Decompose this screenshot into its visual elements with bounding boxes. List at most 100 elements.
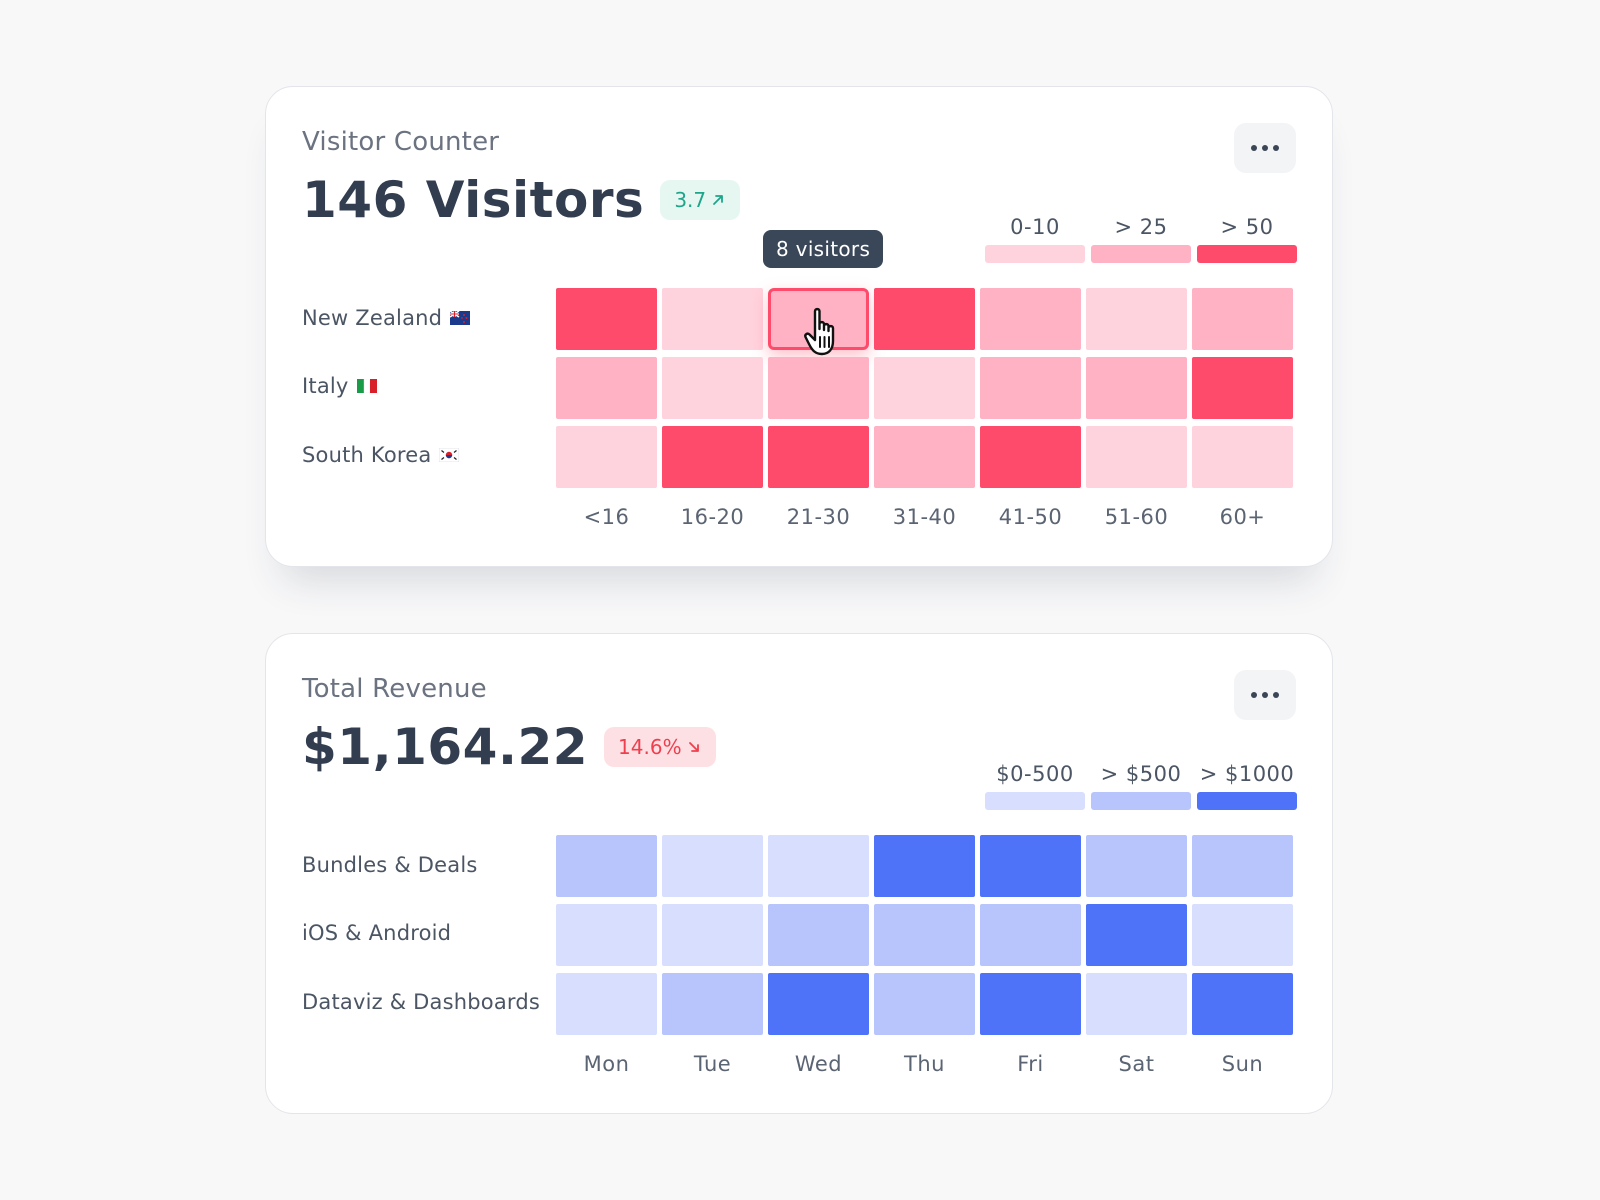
revenue-change-value: 14.6%	[618, 735, 682, 759]
heatmap-cell[interactable]	[874, 288, 975, 350]
heatmap-cell[interactable]	[1086, 288, 1187, 350]
x-tick-label: Tue	[693, 1052, 732, 1076]
legend-label: > $1000	[1199, 762, 1295, 786]
more-dots-icon	[1251, 145, 1279, 151]
heatmap-cell[interactable]	[556, 426, 657, 488]
heatmap-cell[interactable]	[874, 835, 975, 897]
x-tick-label: 31-40	[892, 505, 957, 529]
visitor-more-button[interactable]	[1234, 123, 1296, 173]
heatmap-cell[interactable]	[662, 904, 763, 966]
south-korea-flag-icon	[439, 448, 460, 462]
row-label-text: Bundles & Deals	[302, 853, 478, 877]
visitor-change-badge: 3.7	[660, 180, 741, 220]
heatmap-cell[interactable]	[556, 835, 657, 897]
legend-swatch	[1091, 792, 1191, 810]
heatmap-cell[interactable]	[556, 288, 657, 350]
heatmap-cell[interactable]	[768, 904, 869, 966]
visitor-counter-title: Visitor Counter	[302, 127, 500, 157]
heatmap-cell[interactable]	[662, 835, 763, 897]
x-tick-label: Thu	[904, 1052, 945, 1076]
row-label-text: South Korea	[302, 443, 432, 467]
revenue-title: Total Revenue	[302, 674, 487, 704]
heatmap-cell[interactable]	[556, 973, 657, 1035]
x-tick-label: Mon	[583, 1052, 630, 1076]
legend-item: > $500	[1091, 760, 1191, 810]
heatmap-cell[interactable]	[874, 904, 975, 966]
row-label-text: New Zealand	[302, 306, 443, 330]
heatmap-cell[interactable]	[1086, 357, 1187, 419]
italy-flag-icon	[356, 379, 377, 393]
x-tick-label: Fri	[1017, 1052, 1044, 1076]
heatmap-cell[interactable]	[556, 904, 657, 966]
revenue-more-button[interactable]	[1234, 670, 1296, 720]
revenue-total-value: $1,164.22	[302, 718, 589, 776]
heatmap-cell[interactable]	[768, 357, 869, 419]
legend-item: $0-500	[985, 760, 1085, 810]
revenue-change-badge: 14.6%	[604, 727, 716, 767]
legend-swatch	[985, 792, 1085, 810]
heatmap-cell[interactable]	[980, 904, 1081, 966]
legend-item: > 50	[1197, 213, 1297, 263]
row-label-italy: Italy	[302, 371, 377, 401]
row-label-text: iOS & Android	[302, 921, 452, 945]
row-label-bundles-deals: Bundles & Deals	[302, 850, 478, 880]
legend-swatch	[1091, 245, 1191, 263]
heatmap-tooltip: 8 visitors	[763, 230, 884, 268]
x-tick-label: 60+	[1219, 505, 1266, 529]
heatmap-cell[interactable]	[1192, 904, 1293, 966]
heatmap-cell[interactable]	[980, 357, 1081, 419]
total-revenue-card: Total Revenue $1,164.22 14.6% $0-500 > $…	[265, 633, 1333, 1114]
heatmap-cell[interactable]	[980, 973, 1081, 1035]
heatmap-cell[interactable]	[768, 973, 869, 1035]
legend-label: > 25	[1114, 215, 1168, 239]
legend-item: > 25	[1091, 213, 1191, 263]
heatmap-cell[interactable]	[1086, 904, 1187, 966]
row-label-new-zealand: New Zealand	[302, 303, 471, 333]
legend-item: 0-10	[985, 213, 1085, 263]
heatmap-cell[interactable]	[1192, 973, 1293, 1035]
row-label-text: Dataviz & Dashboards	[302, 990, 541, 1014]
heatmap-cell[interactable]	[662, 973, 763, 1035]
heatmap-cell[interactable]	[980, 426, 1081, 488]
revenue-legend: $0-500 > $500 > $1000	[985, 760, 1297, 820]
legend-swatch	[985, 245, 1085, 263]
new-zealand-flag-icon	[450, 311, 471, 325]
more-dots-icon	[1251, 692, 1279, 698]
x-tick-label: 16-20	[680, 505, 745, 529]
heatmap-cell[interactable]	[980, 288, 1081, 350]
x-tick-label: Sun	[1221, 1052, 1264, 1076]
heatmap-cell[interactable]	[1192, 288, 1293, 350]
legend-label: > $500	[1100, 762, 1182, 786]
heatmap-cell[interactable]	[874, 426, 975, 488]
x-tick-label: 21-30	[786, 505, 851, 529]
heatmap-cell[interactable]	[1086, 426, 1187, 488]
x-tick-label: 51-60	[1104, 505, 1169, 529]
row-label-text: Italy	[302, 374, 349, 398]
revenue-headline: $1,164.22 14.6%	[302, 718, 716, 776]
heatmap-cell[interactable]	[662, 357, 763, 419]
heatmap-cell[interactable]	[1192, 835, 1293, 897]
x-tick-label: 41-50	[998, 505, 1063, 529]
heatmap-cell[interactable]	[768, 426, 869, 488]
heatmap-cell[interactable]	[768, 835, 869, 897]
heatmap-cell[interactable]	[662, 426, 763, 488]
arrow-down-right-icon	[688, 742, 699, 752]
arrow-up-right-icon	[713, 195, 724, 205]
hand-pointer-cursor-icon	[804, 307, 835, 356]
heatmap-cell[interactable]	[874, 973, 975, 1035]
heatmap-cell[interactable]	[1192, 357, 1293, 419]
visitor-total-value: 146 Visitors	[302, 171, 645, 229]
heatmap-cell[interactable]	[1086, 835, 1187, 897]
legend-label: 0-10	[1010, 215, 1060, 239]
heatmap-cell[interactable]	[1086, 973, 1187, 1035]
heatmap-cell[interactable]	[556, 357, 657, 419]
heatmap-cell[interactable]	[1192, 426, 1293, 488]
x-tick-label: Sat	[1118, 1052, 1155, 1076]
heatmap-cell[interactable]	[874, 357, 975, 419]
visitor-change-value: 3.7	[674, 188, 707, 212]
heatmap-cell[interactable]	[662, 288, 763, 350]
legend-label: > 50	[1220, 215, 1274, 239]
row-label-south-korea: South Korea	[302, 440, 460, 470]
legend-item: > $1000	[1197, 760, 1297, 810]
heatmap-cell[interactable]	[980, 835, 1081, 897]
